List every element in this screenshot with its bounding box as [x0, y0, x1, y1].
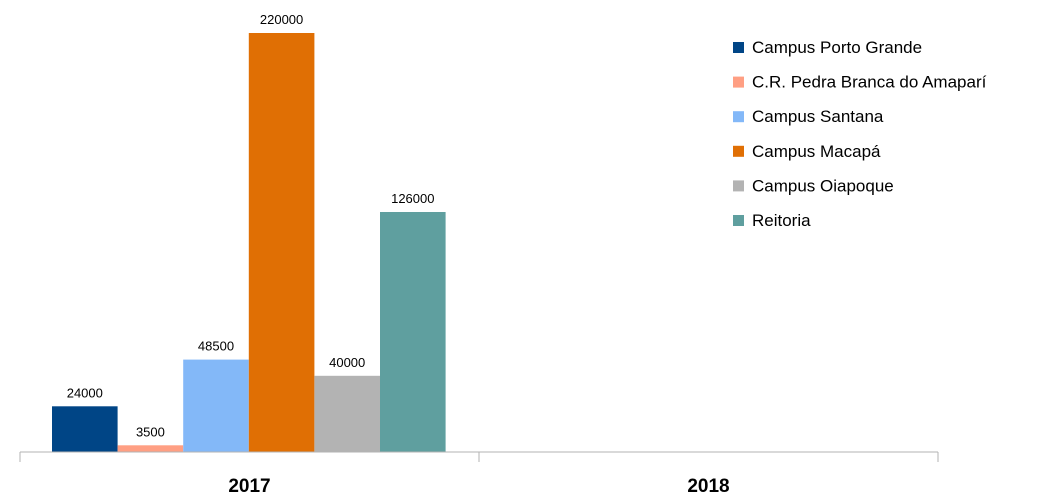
legend-swatch: [733, 180, 744, 192]
legend: Campus Porto Grande C.R. Pedra Branca do …: [733, 38, 987, 230]
legend-swatch: [733, 145, 744, 157]
data-label: 24000: [67, 385, 103, 400]
bar: [52, 406, 118, 452]
bar: [314, 375, 380, 452]
x-tick-label: 2017: [228, 476, 270, 497]
legend-label: Campus Macapá: [752, 142, 881, 161]
legend-label: Campus Santana: [752, 107, 884, 126]
data-label: 126000: [391, 191, 434, 206]
x-tick-label: 2018: [687, 476, 729, 497]
legend-swatch: [733, 42, 744, 53]
legend-swatch: [733, 215, 744, 226]
data-label: 220000: [260, 12, 303, 27]
legend-label: C.R. Pedra Branca do Amaparí: [752, 73, 987, 92]
bar: [380, 212, 446, 452]
x-axis: 2017 2018: [19, 451, 939, 497]
legend-swatch: [733, 111, 744, 123]
bar: [248, 33, 315, 452]
legend-label: Reitoria: [752, 211, 811, 230]
legend-label: Campus Porto Grande: [752, 38, 922, 57]
bars-group: [52, 33, 446, 452]
legend-label: Campus Oiapoque: [752, 176, 894, 195]
bar: [117, 445, 184, 452]
data-label: 48500: [198, 339, 234, 354]
data-label: 3500: [136, 424, 165, 439]
data-labels-group: 24000 3500 48500 220000 40000 126000: [67, 12, 435, 439]
bar: [183, 359, 249, 452]
legend-swatch: [733, 76, 744, 88]
data-label: 40000: [329, 355, 365, 370]
